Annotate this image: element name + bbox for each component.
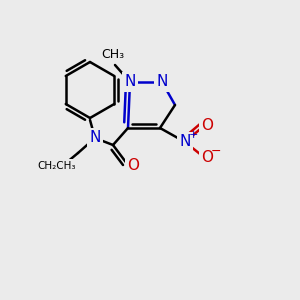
Text: N: N bbox=[124, 74, 136, 89]
Text: −: − bbox=[211, 145, 221, 158]
Text: N: N bbox=[156, 74, 168, 89]
Text: O: O bbox=[127, 158, 139, 172]
Text: N: N bbox=[179, 134, 191, 149]
Text: O: O bbox=[201, 118, 213, 133]
Text: CH₂CH₃: CH₂CH₃ bbox=[38, 161, 76, 171]
Text: CH₃: CH₃ bbox=[101, 49, 124, 62]
Text: O: O bbox=[201, 151, 213, 166]
Text: +: + bbox=[188, 130, 198, 140]
Text: N: N bbox=[89, 130, 101, 146]
